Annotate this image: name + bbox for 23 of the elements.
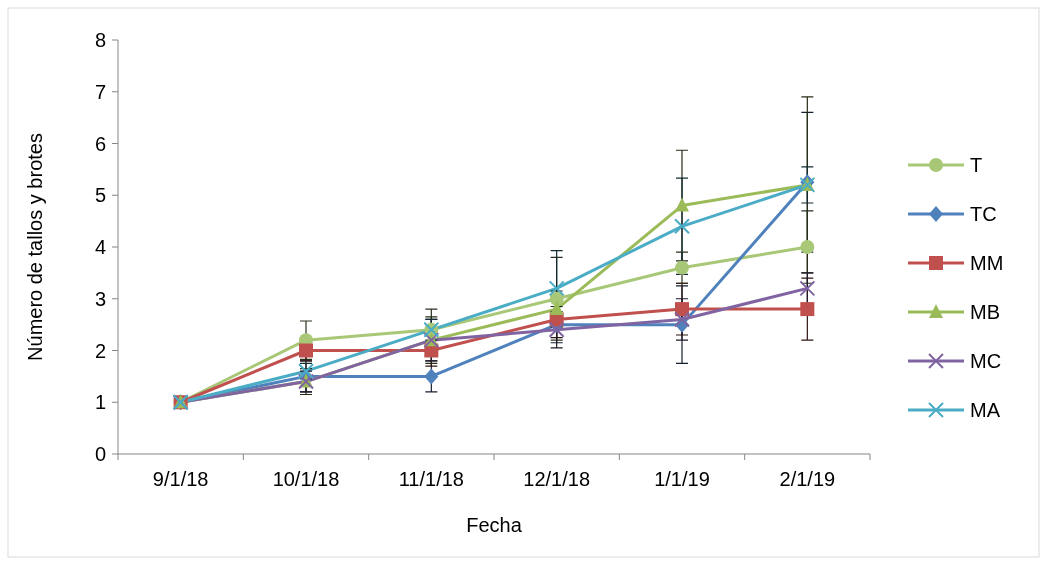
x-tick-label: 12/1/18 (523, 468, 591, 490)
x-tick-label: 10/1/18 (272, 468, 340, 490)
y-tick-label: 7 (94, 80, 106, 103)
legend-label: T (970, 154, 983, 176)
legend-label: MB (970, 301, 1000, 323)
x-tick-label: 11/1/18 (398, 468, 464, 490)
legend-label: MA (970, 399, 1001, 421)
y-tick-label: 0 (94, 443, 106, 465)
y-tick-label: 1 (94, 391, 106, 414)
legend-label: TC (970, 203, 997, 225)
y-tick-label: 6 (94, 132, 106, 155)
y-tick-label: 2 (94, 339, 106, 362)
y-tick-label: 3 (94, 287, 106, 310)
x-tick-label: 1/1/19 (654, 468, 710, 490)
y-tick-label: 8 (94, 29, 106, 51)
y-tick-label: 5 (94, 184, 106, 207)
legend-label: MC (970, 350, 1002, 372)
y-axis-title: Número de tallos y brotes (24, 133, 46, 361)
x-tick-label: 9/1/18 (152, 468, 209, 490)
x-axis-title: Fecha (466, 514, 523, 536)
legend-label: MM (970, 252, 1004, 274)
x-tick-label: 2/1/19 (779, 468, 836, 490)
y-tick-label: 4 (94, 236, 106, 258)
